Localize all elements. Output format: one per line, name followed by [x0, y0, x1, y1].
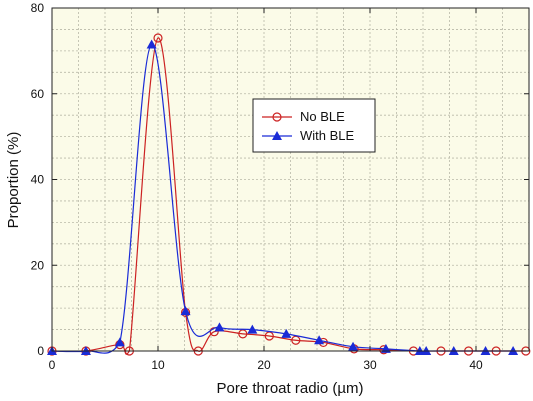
y-tick-label: 80 [31, 1, 45, 15]
x-tick-label: 40 [469, 358, 483, 372]
legend: No BLE With BLE [252, 98, 376, 153]
data-point-with-ble [281, 328, 292, 338]
data-point-no-ble [238, 329, 248, 339]
legend-label-with-ble: With BLE [300, 128, 355, 143]
data-point-with-ble [214, 322, 225, 332]
y-axis-title: Proportion (%) [5, 132, 22, 229]
legend-marker-no-ble [272, 112, 282, 122]
y-tick-label: 60 [31, 87, 45, 101]
data-point-with-ble [247, 324, 258, 334]
x-tick-label: 10 [151, 358, 165, 372]
data-point-with-ble [348, 341, 359, 351]
data-point-with-ble [180, 306, 191, 316]
data-point-no-ble [291, 335, 301, 345]
data-point-no-ble [209, 327, 219, 337]
legend-label-no-ble: No BLE [300, 109, 345, 124]
x-tick-label: 30 [363, 358, 377, 372]
data-point-no-ble [153, 33, 163, 43]
y-tick-label: 20 [31, 258, 45, 272]
x-tick-label: 0 [49, 358, 56, 372]
data-point-with-ble [314, 335, 325, 345]
data-point-with-ble [146, 39, 157, 49]
y-tick-label: 0 [37, 344, 44, 358]
data-point-with-ble [114, 337, 125, 347]
legend-box [252, 98, 376, 153]
tick-layer: 0 10 20 30 40 0 20 40 60 80 [31, 1, 529, 372]
y-tick-label: 40 [31, 173, 45, 187]
x-axis-title: Pore throat radio (µm) [216, 380, 363, 397]
legend-marker-with-ble [272, 131, 282, 140]
x-tick-label: 20 [257, 358, 271, 372]
